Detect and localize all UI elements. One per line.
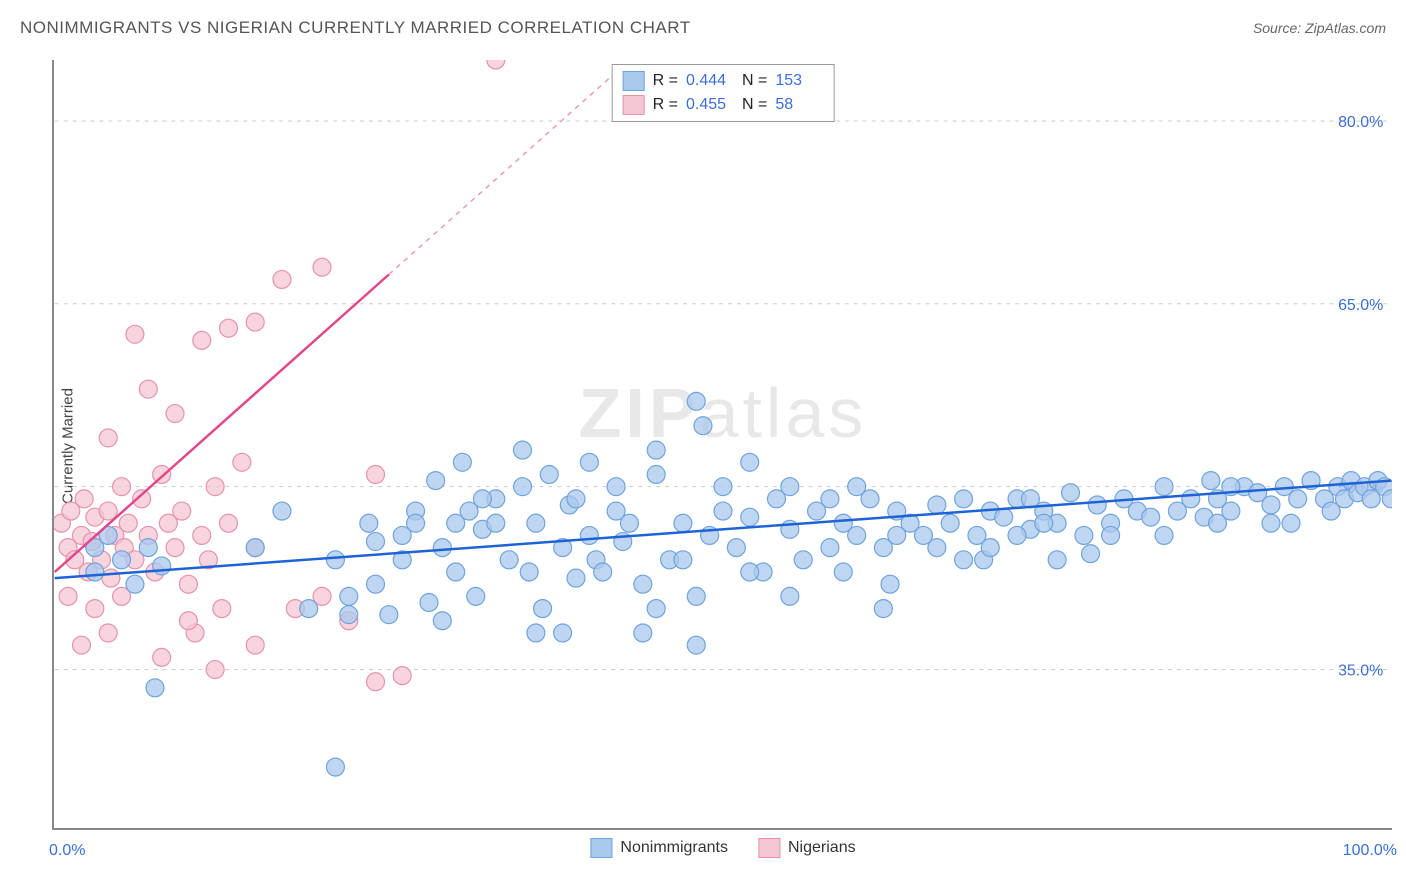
swatch-icon — [590, 838, 612, 858]
legend-r-value: 0.455 — [686, 96, 734, 114]
legend-series: Nonimmigrants Nigerians — [590, 838, 855, 858]
legend-n-label: N = — [742, 96, 767, 114]
legend-correlation: R = 0.444 N = 153 R = 0.455 N = 58 — [612, 64, 835, 122]
legend-r-label: R = — [653, 96, 678, 114]
x-axis-max-label: 100.0% — [1343, 842, 1397, 860]
chart-svg: 35.0%50.0%65.0%80.0% — [54, 60, 1392, 828]
legend-row: R = 0.444 N = 153 — [623, 69, 824, 93]
svg-text:65.0%: 65.0% — [1338, 297, 1383, 314]
legend-n-value: 58 — [775, 96, 823, 114]
plot-area: ZIPatlas R = 0.444 N = 153 R = 0.455 N =… — [52, 60, 1392, 830]
legend-r-label: R = — [653, 72, 678, 90]
chart-title: NONIMMIGRANTS VS NIGERIAN CURRENTLY MARR… — [20, 18, 691, 38]
legend-n-value: 153 — [775, 72, 823, 90]
legend-item: Nigerians — [758, 838, 856, 858]
swatch-icon — [623, 71, 645, 91]
swatch-icon — [758, 838, 780, 858]
swatch-icon — [623, 95, 645, 115]
source-label: Source: ZipAtlas.com — [1253, 20, 1386, 36]
svg-text:80.0%: 80.0% — [1338, 114, 1383, 131]
legend-item: Nonimmigrants — [590, 838, 728, 858]
legend-row: R = 0.455 N = 58 — [623, 93, 824, 117]
legend-n-label: N = — [742, 72, 767, 90]
svg-text:35.0%: 35.0% — [1338, 663, 1383, 680]
legend-r-value: 0.444 — [686, 72, 734, 90]
x-axis-min-label: 0.0% — [49, 842, 85, 860]
legend-label: Nonimmigrants — [620, 839, 728, 857]
legend-label: Nigerians — [788, 839, 856, 857]
